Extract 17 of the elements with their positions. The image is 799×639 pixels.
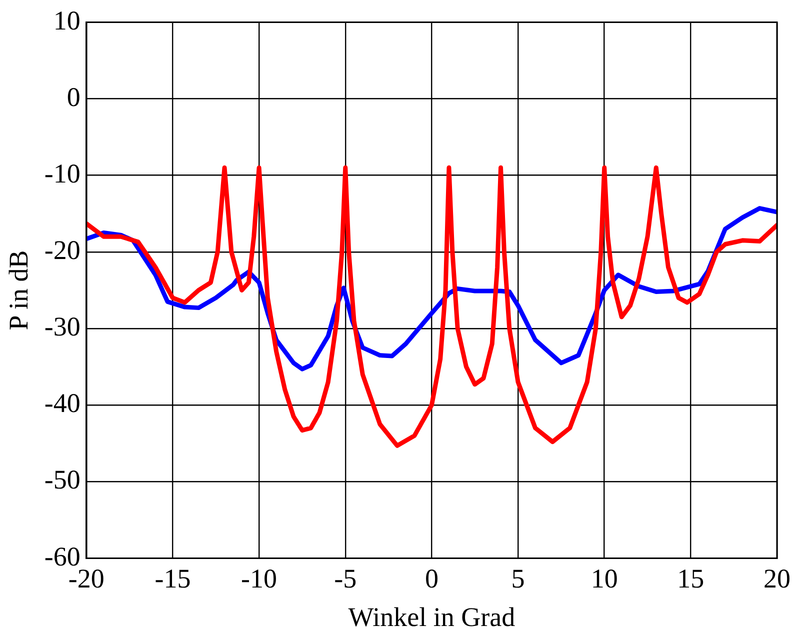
y-tick-label: -40 <box>44 388 80 418</box>
y-tick-label: 10 <box>53 5 80 36</box>
x-tick-label: -5 <box>334 563 357 594</box>
y-tick-label: -10 <box>44 158 80 188</box>
y-tick-label: 0 <box>66 82 80 112</box>
x-tick-label: 10 <box>590 563 618 594</box>
y-tick-label: -30 <box>44 312 80 342</box>
x-tick-label: -15 <box>154 563 191 594</box>
y-axis-title: P in dB <box>3 250 34 330</box>
y-tick-label: -20 <box>44 235 80 266</box>
x-tick-label: 0 <box>424 563 438 594</box>
x-tick-label: 15 <box>677 563 704 594</box>
x-tick-label: 5 <box>511 563 525 594</box>
y-tick-label: -50 <box>44 464 80 495</box>
x-tick-label: 20 <box>764 563 790 594</box>
x-axis-title: Winkel in Grad <box>348 602 516 632</box>
x-tick-label: -10 <box>241 563 278 594</box>
